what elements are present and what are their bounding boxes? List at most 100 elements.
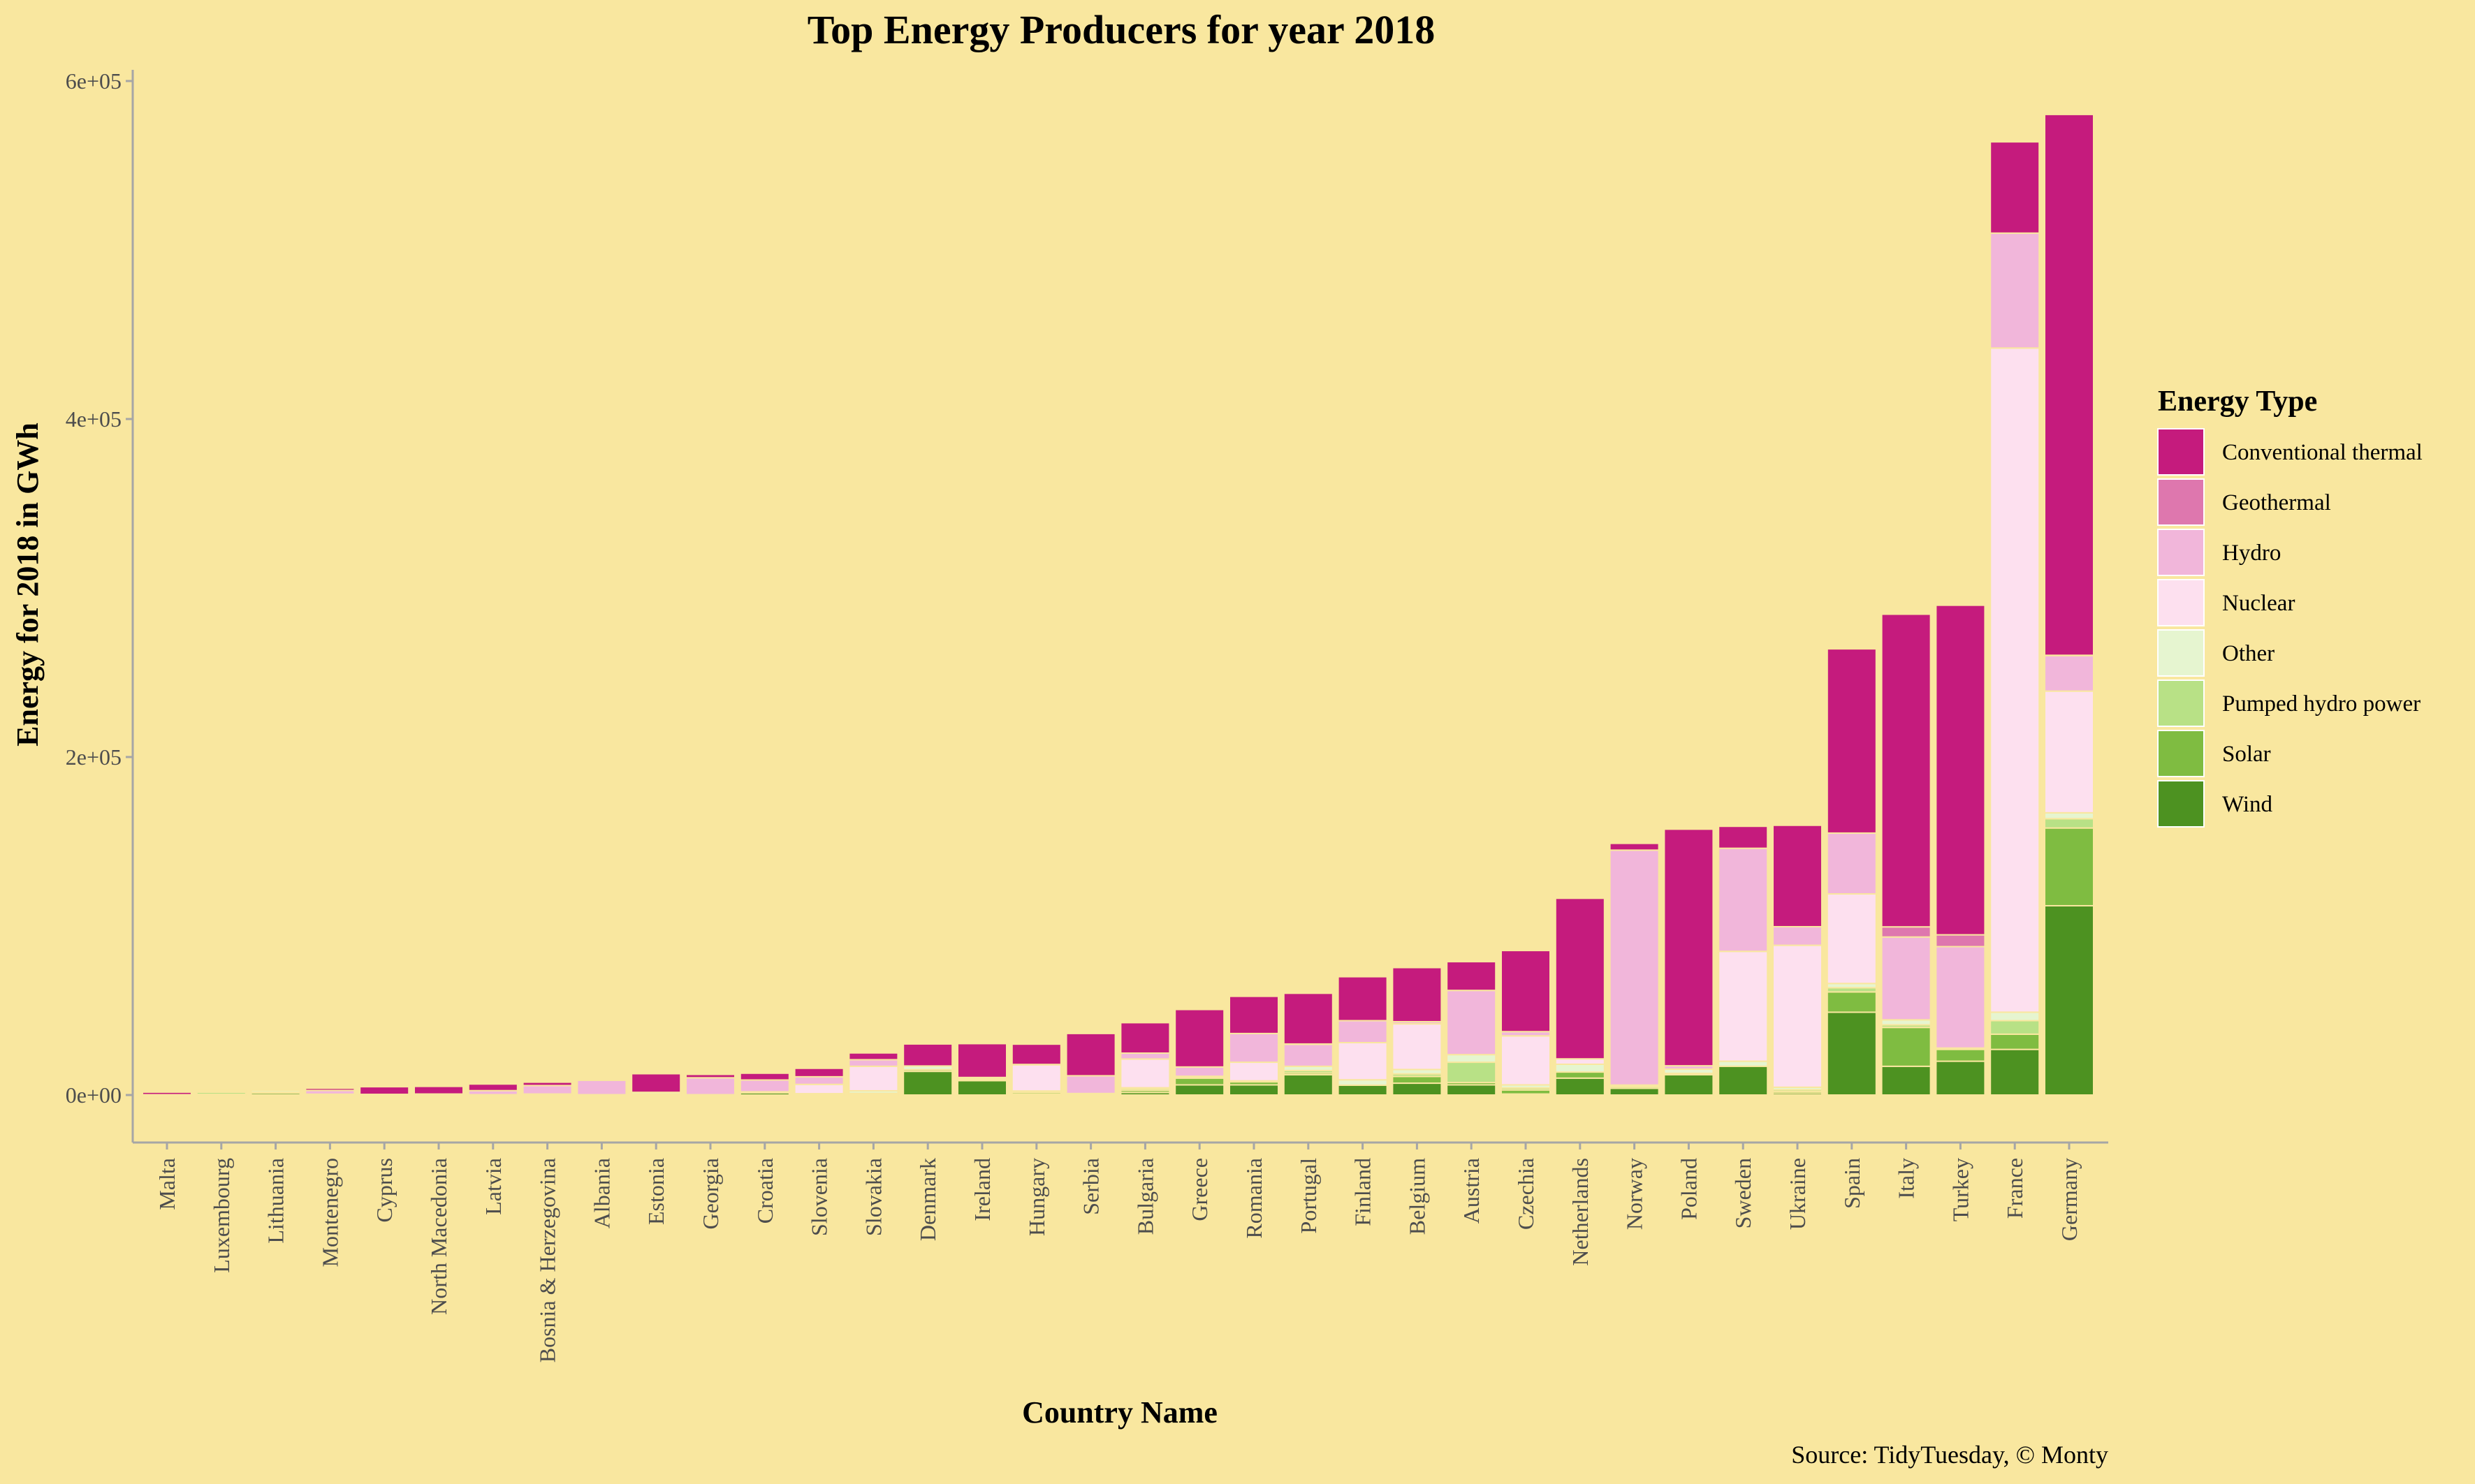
bar-segment [576, 1079, 627, 1096]
bar-segment [1718, 950, 1769, 1062]
bar-segment [685, 1073, 736, 1079]
bar-segment [1826, 832, 1877, 895]
bar-segment [1229, 1032, 1279, 1064]
bar-segment [2044, 811, 2094, 820]
bar-segment [1663, 1073, 1714, 1096]
bar-segment [1935, 934, 1986, 948]
legend-label: Pumped hydro power [2222, 691, 2421, 717]
y-tick-label: 2e+05 [66, 744, 122, 770]
bar-segment [2044, 818, 2094, 829]
chart-title: Top Energy Producers for year 2018 [808, 7, 1435, 52]
x-tick-label: Georgia [698, 1158, 723, 1229]
bar-segment [1283, 1073, 1334, 1096]
bar-segment [1446, 961, 1497, 992]
bar-segment [631, 1073, 682, 1094]
bar-segment [1446, 1061, 1497, 1084]
x-tick-label: Italy [1894, 1158, 1919, 1199]
bar-segment [1229, 1061, 1279, 1082]
bar-segment [1609, 842, 1660, 851]
bar-segment [2044, 690, 2094, 814]
bar-segment [1392, 1075, 1443, 1085]
x-tick-label: Bosnia & Herzegovina [535, 1158, 560, 1362]
bar-segment [1881, 926, 1932, 938]
x-tick-label: Greece [1187, 1158, 1212, 1221]
bar-segment [1229, 995, 1279, 1034]
bar-segment [1446, 990, 1497, 1056]
bar-segment [685, 1077, 736, 1096]
bar-segment [1826, 893, 1877, 985]
legend-label: Hydro [2222, 541, 2281, 566]
legend-key [2157, 579, 2205, 626]
bar-segment [1826, 1011, 1877, 1096]
bar-segment [1881, 1027, 1932, 1067]
bar-segment [1011, 1043, 1062, 1066]
bar-segment [1935, 1060, 1986, 1096]
bar-segment [1337, 1020, 1388, 1043]
x-tick-label: Slovenia [807, 1158, 832, 1236]
x-tick-label: France [2002, 1158, 2027, 1219]
bar-segment [1174, 1008, 1225, 1068]
x-tick-label: Latvia [481, 1158, 506, 1215]
bar-segment [142, 1091, 192, 1096]
x-tick-label: Czechia [1513, 1158, 1538, 1230]
x-tick-label: Lithuania [263, 1158, 289, 1244]
bar-segment [1392, 1082, 1443, 1096]
x-tick-label: Norway [1622, 1158, 1647, 1230]
plot-area: 0e+00 2e+05 4e+05 6e+05 Malta Luxembourg Lithu… [66, 68, 2108, 1362]
x-tick-label: Ukraine [1785, 1158, 1810, 1230]
bar-segment [1772, 944, 1823, 1088]
bar-segment [1174, 1066, 1225, 1078]
bar-segment [739, 1072, 790, 1081]
bar-segment [1718, 847, 1769, 953]
x-tick-label: Estonia [643, 1158, 669, 1225]
bar-segment [1990, 1011, 2040, 1022]
legend-label: Other [2222, 641, 2275, 666]
bar-segment [1337, 1079, 1388, 1086]
y-tick-label: 0e+00 [66, 1082, 122, 1108]
legend-title: Energy Type [2158, 385, 2317, 418]
x-tick-label: Finland [1350, 1158, 1375, 1226]
bar-segment [1935, 1048, 1986, 1062]
bar-segment [1718, 1065, 1769, 1096]
legend-key [2157, 529, 2205, 576]
bar-segment [1337, 1041, 1388, 1081]
bar-segment [1990, 1033, 2040, 1050]
x-tick-label: Montenegro [317, 1158, 342, 1267]
legend-key [2157, 428, 2205, 476]
bar-segment [1554, 897, 1605, 1060]
source-caption: Source: TidyTuesday, © Monty [1791, 1441, 2108, 1469]
bar-segment [1881, 613, 1932, 928]
bar-segment [848, 1065, 899, 1092]
x-tick-label: Turkey [1948, 1158, 1973, 1221]
bar-segment [1229, 1084, 1279, 1096]
x-tick-label: Spain [1839, 1158, 1864, 1209]
bar-segment [1554, 1077, 1605, 1096]
x-tick-label: Germany [2057, 1158, 2082, 1241]
x-tick-label: Croatia [752, 1158, 777, 1224]
bar-segment [1990, 1020, 2040, 1035]
x-tick-label: Albania [589, 1158, 614, 1228]
x-tick-label: Hungary [1024, 1158, 1049, 1236]
legend-key [2157, 478, 2205, 526]
x-tick-label: Luxembourg [209, 1158, 234, 1273]
bar-segment [359, 1086, 410, 1096]
x-tick-label: Portugal [1296, 1158, 1321, 1234]
x-tick-label: Austria [1459, 1158, 1484, 1224]
bar-segment [1065, 1032, 1116, 1077]
legend-key [2157, 629, 2205, 677]
bar-segment [1174, 1084, 1225, 1096]
bar-segment [522, 1085, 573, 1095]
x-axis-title: Country Name [1022, 1395, 1218, 1430]
bar-segment [1554, 1058, 1605, 1065]
bar-segment [794, 1083, 845, 1095]
bar-segment [1120, 1022, 1171, 1054]
bar-segment [1990, 347, 2040, 1013]
legend: Energy Type Conventional thermal Geotherm… [2157, 385, 2423, 828]
bar-segment [2044, 654, 2094, 692]
x-tick-label: Sweden [1730, 1158, 1755, 1228]
x-tick-label: Ireland [970, 1158, 995, 1221]
bar-segment [903, 1071, 954, 1096]
bar-segment [1718, 825, 1769, 849]
bar-segment [903, 1043, 954, 1067]
